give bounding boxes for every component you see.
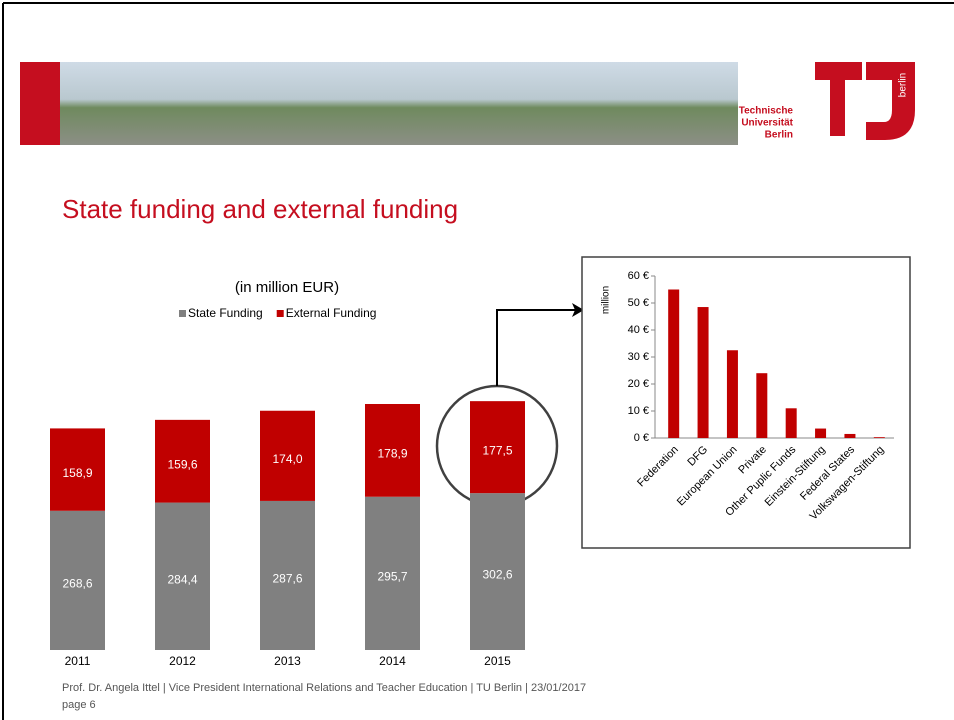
logo-shape xyxy=(866,62,915,140)
value-label: 178,9 xyxy=(377,447,407,461)
y-tick-label: 20 € xyxy=(628,378,649,390)
logo-text: Universität xyxy=(741,118,793,129)
bar xyxy=(815,428,827,438)
x-tick-label: 2012 xyxy=(169,654,196,668)
y-tick-label: 40 € xyxy=(628,324,649,336)
logo-text: Technische xyxy=(739,106,794,117)
value-label: 174,0 xyxy=(272,452,302,466)
bar-segment xyxy=(470,401,525,494)
bar xyxy=(844,433,856,438)
value-label: 302,6 xyxy=(482,568,512,582)
logo: Technische Universität Berlin berlin xyxy=(739,62,915,141)
legend-label: External Funding xyxy=(286,306,377,320)
red-block xyxy=(20,62,60,145)
value-label: 159,6 xyxy=(167,457,197,471)
value-label: 177,5 xyxy=(482,443,512,457)
value-label: 268,6 xyxy=(62,577,92,591)
legend-label: State Funding xyxy=(188,306,263,320)
banner-photo xyxy=(60,62,738,145)
y-tick-label: 0 € xyxy=(634,432,649,444)
bar-segment xyxy=(50,428,105,511)
x-tick-label: 2011 xyxy=(65,654,91,668)
legend-swatch xyxy=(179,310,186,317)
chart-title: (in million EUR) xyxy=(235,279,339,296)
legend-swatch xyxy=(276,310,284,317)
page-number: page 6 xyxy=(62,699,96,711)
bar xyxy=(697,307,709,438)
bar xyxy=(756,373,768,438)
bar-segment xyxy=(365,403,420,497)
y-tick-label: 30 € xyxy=(628,351,649,363)
y-axis-label: million xyxy=(601,286,612,314)
bar-segment xyxy=(50,510,105,650)
bar xyxy=(726,350,738,438)
bar-segment xyxy=(470,493,525,650)
y-tick-label: 10 € xyxy=(628,405,649,417)
bar-segment xyxy=(155,502,210,650)
detail-box xyxy=(581,256,911,549)
value-label: 287,6 xyxy=(272,572,302,586)
x-tick-label: 2015 xyxy=(484,654,511,668)
value-label: 158,9 xyxy=(62,466,92,480)
bar-segment xyxy=(260,410,315,501)
y-tick-label: 50 € xyxy=(628,297,649,309)
x-tick-label: 2014 xyxy=(379,654,406,668)
value-label: 295,7 xyxy=(377,570,407,584)
bar-segment xyxy=(365,496,420,650)
footer: Prof. Dr. Angela Ittel | Vice President … xyxy=(62,682,586,694)
bar xyxy=(873,437,885,438)
bar-segment xyxy=(260,500,315,650)
slide-title: State funding and external funding xyxy=(62,194,458,224)
logo-shape xyxy=(815,62,862,136)
y-tick-label: 60 € xyxy=(628,270,649,282)
arrow xyxy=(496,309,576,386)
bar xyxy=(668,289,680,438)
bar-segment xyxy=(155,419,210,503)
x-tick-label: 2013 xyxy=(274,654,301,668)
bar xyxy=(785,408,797,438)
arrow-head xyxy=(572,303,584,317)
logo-mark: berlin xyxy=(898,73,909,97)
value-label: 284,4 xyxy=(167,572,197,586)
logo-text: Berlin xyxy=(765,130,793,141)
